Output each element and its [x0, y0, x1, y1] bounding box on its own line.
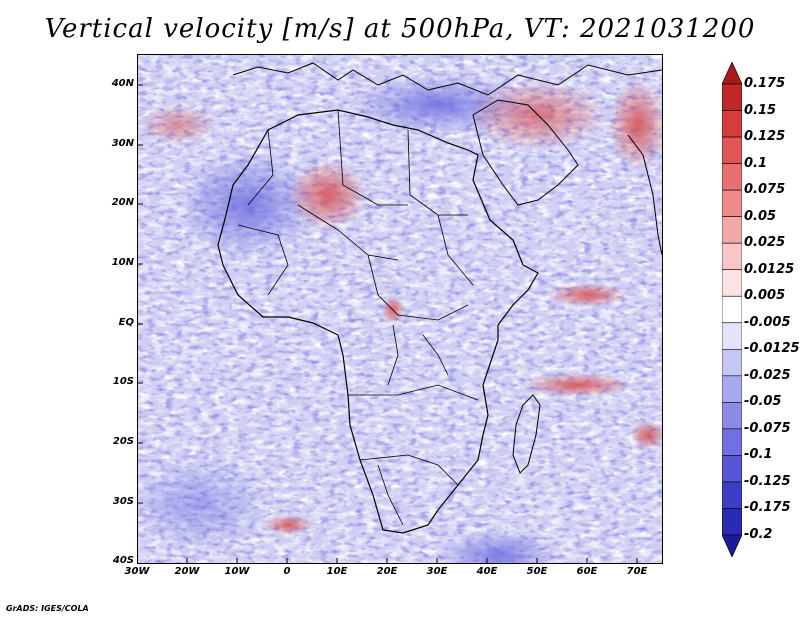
colorbar-segment: [722, 110, 742, 138]
colorbar-segment: [722, 83, 742, 111]
colorbar-label: -0.005: [744, 314, 791, 330]
colorbar-segment: [722, 481, 742, 509]
lon-label-30w: 30W: [124, 566, 150, 577]
colorbar-label: 0.15: [744, 102, 777, 118]
colorbar-segment: [722, 508, 742, 536]
map-panel[interactable]: [137, 54, 663, 564]
colorbar-bottom-arrow: [722, 534, 742, 557]
colorbar-label: -0.05: [744, 394, 782, 410]
colorbar-label: -0.1: [744, 447, 773, 463]
colorbar-label: 0.175: [744, 76, 786, 91]
europe-coast: [232, 62, 662, 96]
colorbar: [722, 62, 742, 557]
colorbar-label: 0.1: [744, 155, 768, 171]
vertical-velocity-field: [138, 55, 662, 563]
colorbar-label: 0.075: [744, 182, 786, 198]
africa-coastline: [217, 109, 539, 534]
colorbar-segment: [722, 269, 742, 297]
colorbar-label: 0.05: [744, 208, 777, 224]
chart-title: Vertical velocity [m/s] at 500hPa, VT: 2…: [44, 14, 756, 44]
lat-label-40n: 40N: [111, 78, 134, 89]
country-borders: [237, 109, 479, 526]
colorbar-segment: [722, 163, 742, 191]
colorbar-segment: [722, 402, 742, 430]
colorbar-segment: [722, 242, 742, 271]
colorbar-segment: [722, 322, 742, 350]
lat-label-30s: 30S: [112, 496, 134, 507]
lat-label-eq: EQ: [118, 317, 134, 328]
lon-label-20e: 20E: [376, 566, 398, 577]
colorbar-segment: [722, 295, 742, 324]
lon-label-40e: 40E: [476, 566, 498, 577]
lon-label-60e: 60E: [576, 566, 598, 577]
colorbar-segment: [722, 189, 742, 217]
colorbar-label: 0.125: [744, 129, 786, 145]
colorbar-label: -0.2: [744, 527, 773, 542]
lon-label-30e: 30E: [426, 566, 448, 577]
lon-label-20w: 20W: [174, 566, 200, 577]
colorbar-segment: [722, 216, 742, 244]
india-coast: [627, 134, 662, 256]
lat-label-20n: 20N: [111, 197, 134, 208]
lon-label-0: 0: [283, 566, 291, 577]
colorbar-label: -0.075: [744, 420, 791, 436]
grads-credit: GrADS: IGES/COLA: [6, 604, 89, 613]
colorbar-segment: [722, 348, 742, 377]
colorbar-segment: [722, 136, 742, 164]
colorbar-top-arrow: [722, 62, 742, 85]
lat-label-20s: 20S: [112, 436, 134, 447]
axis-ticks: [138, 84, 638, 563]
lat-label-10n: 10N: [111, 257, 134, 268]
colorbar-label: -0.125: [744, 473, 791, 489]
lon-label-70e: 70E: [626, 566, 648, 577]
lat-label-40s: 40S: [112, 555, 134, 566]
colorbar-label: 0.025: [744, 235, 786, 251]
colorbar-segment: [722, 455, 742, 483]
lon-label-10w: 10W: [224, 566, 250, 577]
colorbar-label: -0.025: [744, 367, 791, 383]
colorbar-label: 0.0125: [744, 261, 795, 277]
lon-label-50e: 50E: [526, 566, 548, 577]
colorbar-segment: [722, 375, 742, 403]
colorbar-label: -0.175: [744, 500, 791, 516]
colorbar-label: -0.0125: [744, 341, 800, 357]
lat-label-30n: 30N: [111, 138, 134, 149]
arabia-outline: [472, 99, 579, 206]
lon-label-10e: 10E: [326, 566, 348, 577]
colorbar-label: 0.005: [744, 288, 786, 304]
colorbar-segment: [722, 428, 742, 456]
madagascar-outline: [512, 394, 541, 474]
lat-label-10s: 10S: [112, 376, 134, 387]
